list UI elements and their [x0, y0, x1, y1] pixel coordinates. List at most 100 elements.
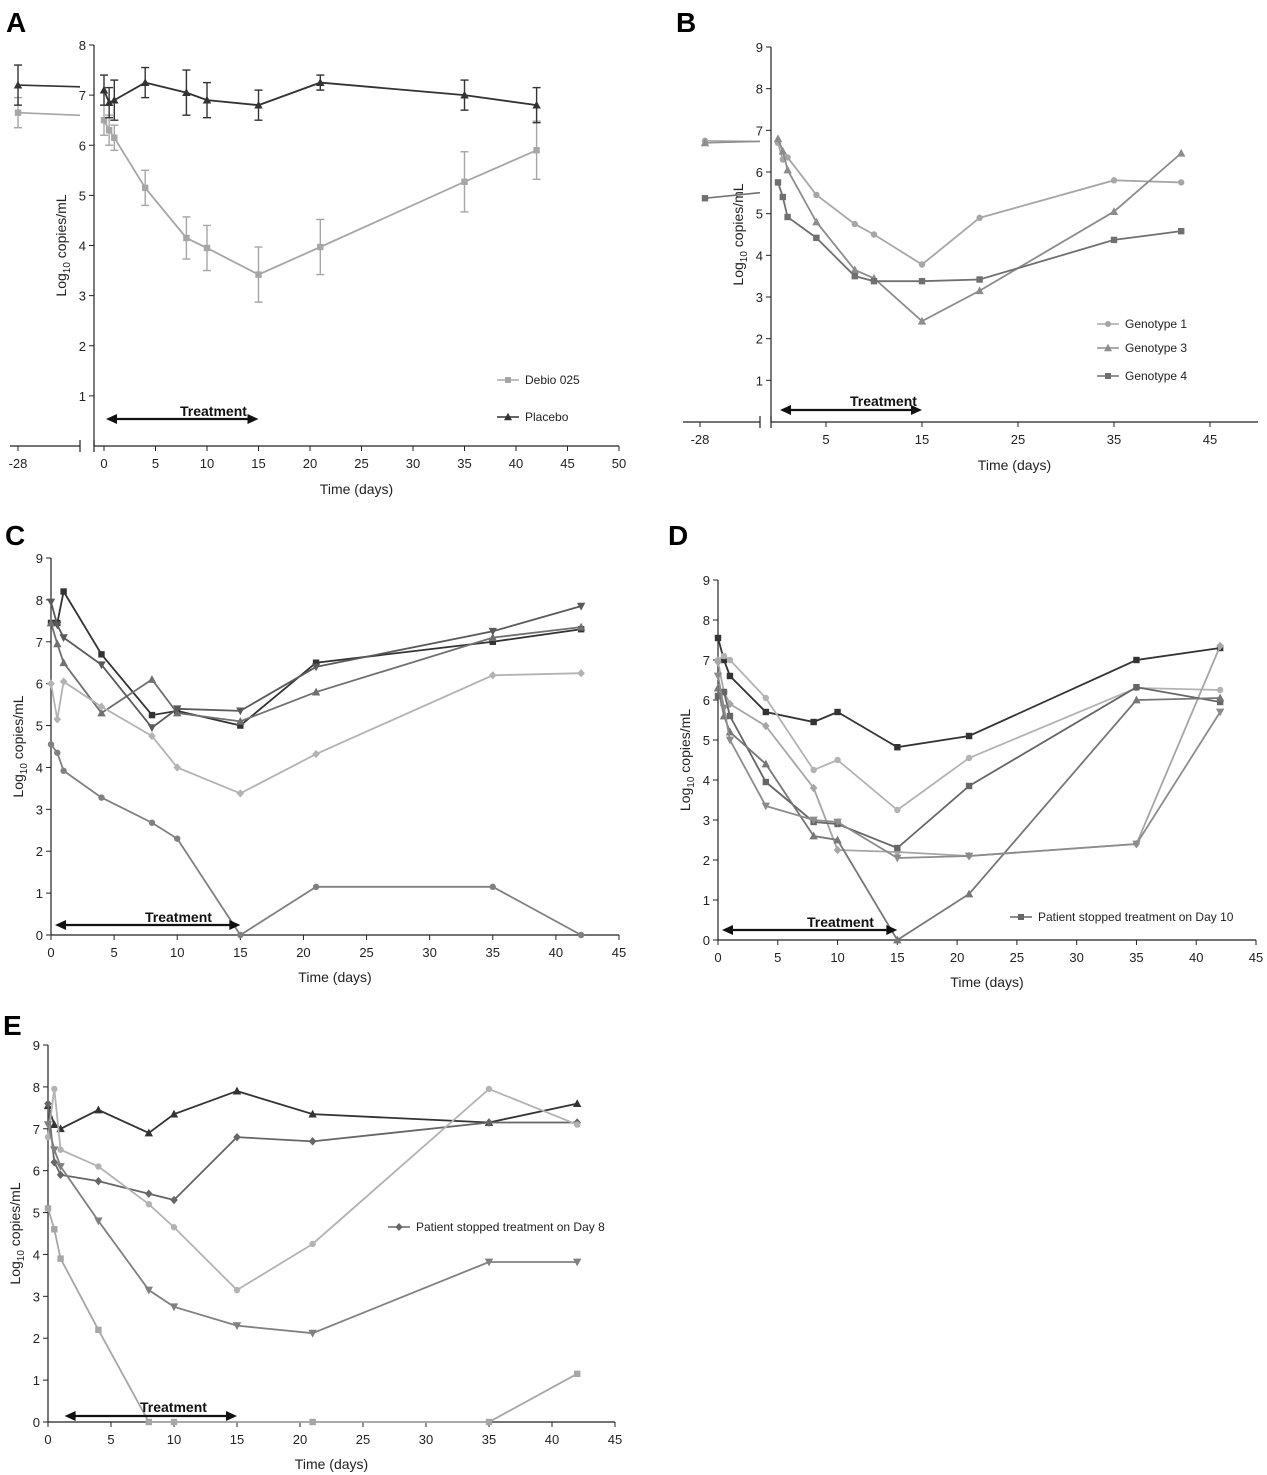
x-tick-label: 35 — [486, 945, 500, 960]
series-line — [717, 637, 1221, 749]
data-point — [976, 214, 983, 222]
series-line — [717, 675, 1221, 859]
data-point — [726, 699, 734, 709]
panel-letter: E — [3, 1010, 22, 1041]
data-point — [51, 1085, 58, 1093]
data-point — [1109, 207, 1119, 215]
x-tick-label: 5 — [107, 1432, 114, 1447]
data-point — [170, 1195, 178, 1205]
y-tick-label: 4 — [79, 239, 86, 254]
data-point — [183, 234, 190, 242]
data-point — [574, 1370, 581, 1378]
data-point — [43, 1121, 53, 1129]
data-point — [182, 88, 191, 97]
data-point — [783, 165, 792, 174]
data-point — [97, 708, 106, 717]
data-point — [577, 668, 585, 678]
data-point — [148, 711, 156, 719]
data-point — [100, 116, 108, 124]
x-tick-label: 25 — [359, 945, 373, 960]
data-point — [94, 1176, 103, 1186]
x-tick-label: 15 — [233, 945, 247, 960]
x-tick-label: 10 — [830, 950, 844, 965]
data-point — [809, 816, 818, 825]
data-point — [485, 1418, 493, 1426]
data-point — [237, 722, 244, 729]
data-point — [813, 234, 820, 242]
series-line — [47, 1103, 578, 1201]
data-point — [94, 1105, 103, 1114]
x-tick-label: 15 — [230, 1432, 244, 1447]
x-tick-label: 5 — [822, 432, 829, 447]
treatment-arrowhead-right — [226, 1411, 237, 1421]
y-tick-label: 8 — [79, 38, 86, 53]
y-tick-label: 9 — [36, 551, 43, 566]
data-point — [1216, 686, 1224, 694]
treatment-arrowhead-left — [780, 405, 791, 415]
data-point — [573, 1258, 582, 1267]
data-point — [311, 687, 321, 696]
y-tick-label: 6 — [703, 693, 710, 708]
data-point — [576, 622, 586, 631]
data-point — [917, 316, 927, 325]
data-point — [833, 835, 842, 844]
data-point — [1133, 656, 1140, 664]
legend-marker — [1105, 373, 1111, 379]
x-tick-label: 20 — [293, 1432, 307, 1447]
x-tick-label: 5 — [152, 456, 159, 471]
data-point — [312, 659, 320, 666]
x-tick-label: -28 — [9, 456, 28, 471]
treatment-arrowhead-left — [106, 414, 117, 424]
x-tick-label: 5 — [110, 945, 117, 960]
data-point — [762, 778, 770, 786]
data-point — [965, 782, 973, 790]
series-2 — [46, 598, 586, 733]
x-tick-label: 45 — [608, 1432, 622, 1447]
data-point — [309, 1240, 316, 1248]
y-tick-label: 9 — [33, 1038, 40, 1053]
data-point — [1178, 227, 1185, 235]
y-axis-title: Log10 copies/mL — [53, 194, 73, 296]
data-point — [573, 1099, 582, 1108]
y-tick-label: 5 — [36, 719, 43, 734]
data-point — [232, 1322, 242, 1331]
series-3 — [43, 1121, 582, 1338]
y-tick-label: 2 — [756, 332, 763, 347]
series-line — [47, 1124, 578, 1335]
data-point — [316, 78, 325, 86]
data-point — [57, 1146, 64, 1153]
data-point — [44, 1205, 52, 1212]
panel-letter: C — [5, 520, 25, 551]
x-tick-label: 25 — [356, 1432, 370, 1447]
series-3 — [47, 668, 585, 798]
data-point — [311, 663, 321, 672]
data-point — [720, 652, 728, 660]
x-tick-label: 10 — [170, 945, 184, 960]
x-tick-label: 15 — [251, 456, 265, 471]
y-tick-label: 6 — [79, 138, 86, 153]
y-tick-label: 1 — [36, 886, 43, 901]
data-point — [1216, 641, 1224, 651]
x-tick-label: 45 — [1203, 432, 1217, 447]
x-tick-label: 40 — [509, 456, 523, 471]
treatment-arrowhead-right — [886, 925, 898, 935]
x-tick-label: 30 — [1069, 950, 1083, 965]
x-tick-label: 20 — [950, 950, 964, 965]
series-line-pre — [17, 111, 81, 117]
treatment-arrowhead-right — [247, 414, 259, 424]
y-tick-label: 2 — [79, 339, 86, 354]
data-point — [965, 732, 973, 740]
legend-marker — [504, 412, 512, 421]
data-point — [97, 661, 106, 670]
series-line — [50, 622, 582, 723]
y-axis-title: Log10 copies/mL — [10, 695, 30, 797]
data-point — [965, 754, 973, 762]
panel-letter: A — [6, 7, 26, 38]
data-point — [110, 95, 119, 104]
series-genotype-4 — [701, 179, 1185, 285]
legend-label: Genotype 1 — [1125, 317, 1187, 331]
data-point — [1177, 148, 1186, 157]
y-tick-label: 6 — [756, 165, 763, 180]
